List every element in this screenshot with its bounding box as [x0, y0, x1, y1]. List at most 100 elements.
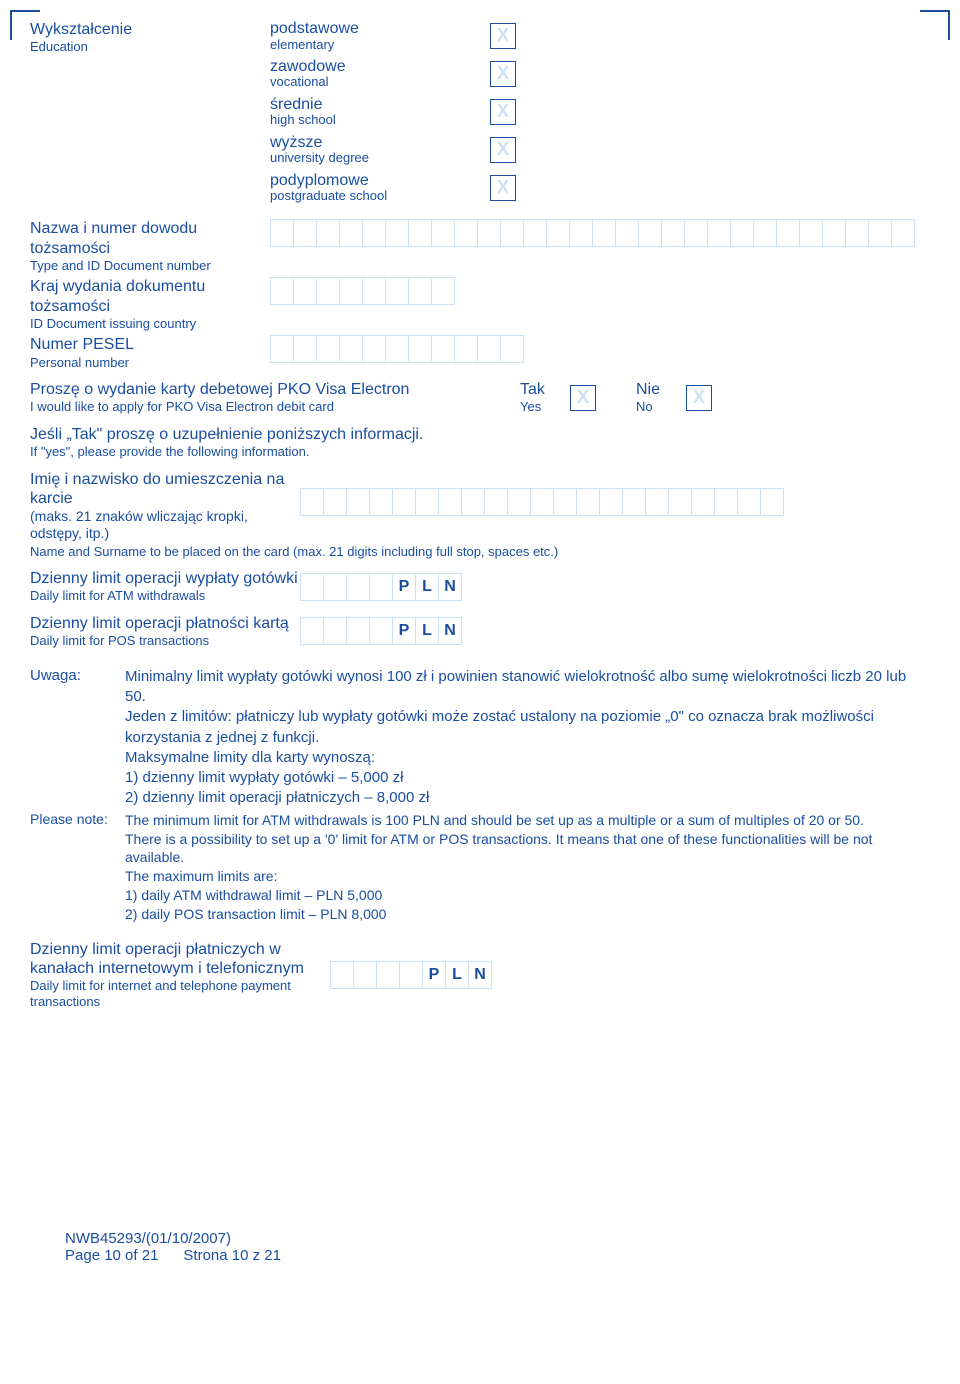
input-cell[interactable]	[737, 488, 761, 516]
input-cell[interactable]	[376, 961, 400, 989]
input-cell[interactable]	[408, 277, 432, 305]
input-cell[interactable]	[431, 277, 455, 305]
id-doc-cells[interactable]	[270, 219, 930, 247]
education-checkbox[interactable]: X	[490, 175, 516, 201]
input-cell[interactable]	[385, 219, 409, 247]
education-option-en: vocational	[270, 75, 490, 89]
input-cell[interactable]	[293, 219, 317, 247]
input-cell[interactable]	[385, 277, 409, 305]
input-cell[interactable]	[799, 219, 823, 247]
input-cell[interactable]	[339, 219, 363, 247]
pos-limit-cells[interactable]: PLN	[300, 617, 462, 645]
input-cell[interactable]	[845, 219, 869, 247]
input-cell[interactable]	[661, 219, 685, 247]
no-checkbox[interactable]: X	[686, 385, 712, 411]
input-cell[interactable]	[369, 573, 393, 601]
input-cell[interactable]	[691, 488, 715, 516]
input-cell[interactable]	[599, 488, 623, 516]
education-option: zawodowevocationalX	[270, 58, 930, 90]
input-cell[interactable]	[553, 488, 577, 516]
input-cell[interactable]	[576, 488, 600, 516]
input-cell[interactable]	[323, 573, 347, 601]
input-cell[interactable]	[408, 219, 432, 247]
input-cell[interactable]	[369, 617, 393, 645]
input-cell[interactable]	[300, 573, 324, 601]
input-cell[interactable]	[362, 277, 386, 305]
input-cell[interactable]	[477, 219, 501, 247]
id-country-cells[interactable]	[270, 277, 930, 305]
input-cell[interactable]	[668, 488, 692, 516]
atm-limit-cells[interactable]: PLN	[300, 573, 462, 601]
input-cell[interactable]	[316, 335, 340, 363]
input-cell[interactable]	[339, 335, 363, 363]
input-cell[interactable]	[392, 488, 416, 516]
input-cell[interactable]	[431, 335, 455, 363]
input-cell[interactable]	[461, 488, 485, 516]
input-cell[interactable]	[684, 219, 708, 247]
input-cell[interactable]	[500, 219, 524, 247]
education-checkbox[interactable]: X	[490, 23, 516, 49]
input-cell[interactable]	[330, 961, 354, 989]
input-cell[interactable]	[346, 617, 370, 645]
education-option-pl: średnie	[270, 96, 490, 114]
input-cell[interactable]	[293, 335, 317, 363]
input-cell[interactable]	[339, 277, 363, 305]
input-cell[interactable]	[369, 488, 393, 516]
input-cell[interactable]	[569, 219, 593, 247]
input-cell[interactable]	[431, 219, 455, 247]
input-cell[interactable]	[270, 335, 294, 363]
input-cell[interactable]	[270, 277, 294, 305]
input-cell[interactable]	[730, 219, 754, 247]
input-cell[interactable]	[484, 488, 508, 516]
input-cell[interactable]	[523, 219, 547, 247]
input-cell[interactable]	[707, 219, 731, 247]
input-cell[interactable]	[300, 488, 324, 516]
input-cell[interactable]	[323, 617, 347, 645]
input-cell[interactable]	[477, 335, 501, 363]
input-cell[interactable]	[353, 961, 377, 989]
input-cell[interactable]	[316, 219, 340, 247]
input-cell[interactable]	[270, 219, 294, 247]
input-cell[interactable]	[500, 335, 524, 363]
education-option: wyższeuniversity degreeX	[270, 134, 930, 166]
yes-checkbox[interactable]: X	[570, 385, 596, 411]
input-cell[interactable]	[891, 219, 915, 247]
input-cell[interactable]	[346, 488, 370, 516]
input-cell[interactable]	[454, 219, 478, 247]
input-cell[interactable]	[293, 277, 317, 305]
input-cell[interactable]	[645, 488, 669, 516]
input-cell[interactable]	[868, 219, 892, 247]
internet-limit-cells[interactable]: PLN	[330, 961, 492, 989]
input-cell[interactable]	[776, 219, 800, 247]
input-cell[interactable]	[622, 488, 646, 516]
input-cell[interactable]	[760, 488, 784, 516]
input-cell[interactable]	[385, 335, 409, 363]
input-cell[interactable]	[714, 488, 738, 516]
id-country-label-pl: Kraj wydania dokumentu tożsamości	[30, 277, 270, 315]
input-cell[interactable]	[362, 335, 386, 363]
input-cell[interactable]	[592, 219, 616, 247]
input-cell[interactable]	[408, 335, 432, 363]
input-cell[interactable]	[615, 219, 639, 247]
input-cell[interactable]	[454, 335, 478, 363]
education-checkbox[interactable]: X	[490, 61, 516, 87]
input-cell[interactable]	[753, 219, 777, 247]
education-checkbox[interactable]: X	[490, 137, 516, 163]
education-checkbox[interactable]: X	[490, 99, 516, 125]
input-cell[interactable]	[316, 277, 340, 305]
input-cell[interactable]	[346, 573, 370, 601]
card-name-cells[interactable]	[300, 488, 930, 516]
input-cell[interactable]	[399, 961, 423, 989]
input-cell[interactable]	[438, 488, 462, 516]
pesel-cells[interactable]	[270, 335, 930, 363]
input-cell[interactable]	[323, 488, 347, 516]
input-cell[interactable]	[362, 219, 386, 247]
input-cell[interactable]	[415, 488, 439, 516]
input-cell[interactable]	[300, 617, 324, 645]
input-cell[interactable]	[507, 488, 531, 516]
input-cell[interactable]	[546, 219, 570, 247]
input-cell[interactable]	[530, 488, 554, 516]
input-cell[interactable]	[638, 219, 662, 247]
input-cell[interactable]	[822, 219, 846, 247]
education-option-pl: wyższe	[270, 134, 490, 152]
